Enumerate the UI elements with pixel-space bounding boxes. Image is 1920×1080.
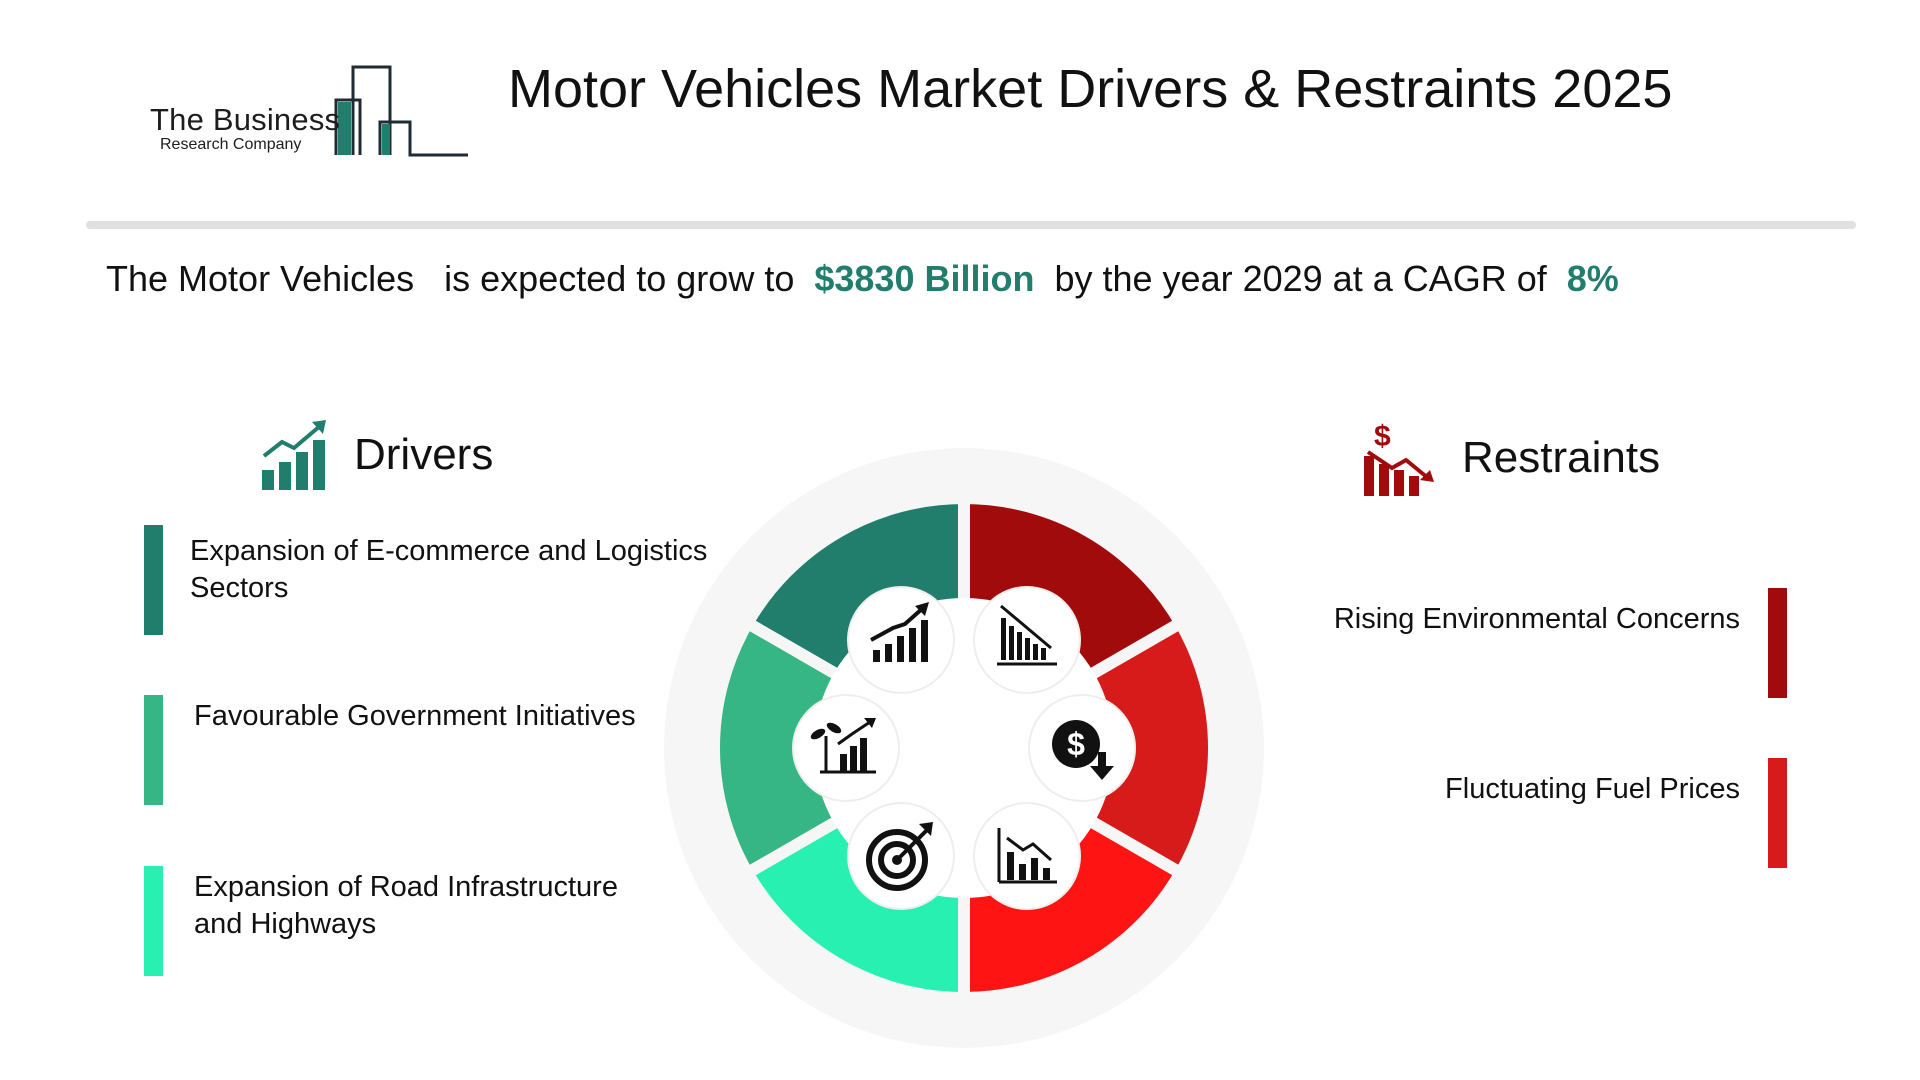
restraint-2-bar (1768, 758, 1787, 868)
driver-2-bar (144, 695, 163, 805)
logo-text-line1: The Business (150, 102, 341, 137)
growth-chart-icon (262, 420, 326, 490)
driver-1-label: Expansion of E-commerce and Logistics Se… (190, 535, 708, 604)
company-logo: The Business Research Company (148, 60, 478, 170)
page-title: Motor Vehicles Market Drivers & Restrain… (508, 59, 1673, 119)
svg-text:$: $ (1374, 420, 1391, 453)
cagr-value: 8% (1566, 258, 1619, 299)
divider (86, 221, 1856, 229)
drivers-restraints-wheel: $ (664, 448, 1264, 1048)
restraints-title: Restraints (1462, 433, 1661, 482)
logo-buildings-icon (334, 65, 468, 157)
declining-bar-chart-icon (973, 586, 1081, 694)
growth-chart-icon (847, 586, 955, 694)
driver-1-bar (144, 525, 163, 635)
market-summary: The Motor Vehicles is expected to grow t… (106, 258, 1619, 300)
plant-growth-chart-icon (792, 694, 900, 802)
restraint-2-label: Fluctuating Fuel Prices (1445, 773, 1740, 805)
target-icon (847, 802, 955, 910)
declining-dollar-chart-icon: $ (1364, 420, 1434, 496)
driver-2-label: Favourable Government Initiatives (194, 700, 636, 732)
restraints-heading: $ Restraints (1362, 418, 1660, 498)
drivers-heading: Drivers (260, 418, 493, 492)
driver-3-bar (144, 866, 163, 976)
driver-3-label: Expansion of Road Infrastructure and Hig… (194, 871, 618, 940)
summary-middle: by the year 2029 at a CAGR of (1044, 258, 1557, 299)
restraint-1-bar (1768, 588, 1787, 698)
declining-chart-icon (973, 802, 1081, 910)
restraint-1-label: Rising Environmental Concerns (1333, 603, 1740, 635)
dollar-down-icon: $ (1028, 694, 1136, 802)
summary-prefix: The Motor Vehicles is expected to grow t… (106, 258, 805, 299)
logo-text-line2: Research Company (160, 136, 302, 153)
market-value: $3830 Billion (814, 258, 1035, 299)
drivers-title: Drivers (354, 430, 494, 479)
svg-text:$: $ (1067, 726, 1085, 762)
